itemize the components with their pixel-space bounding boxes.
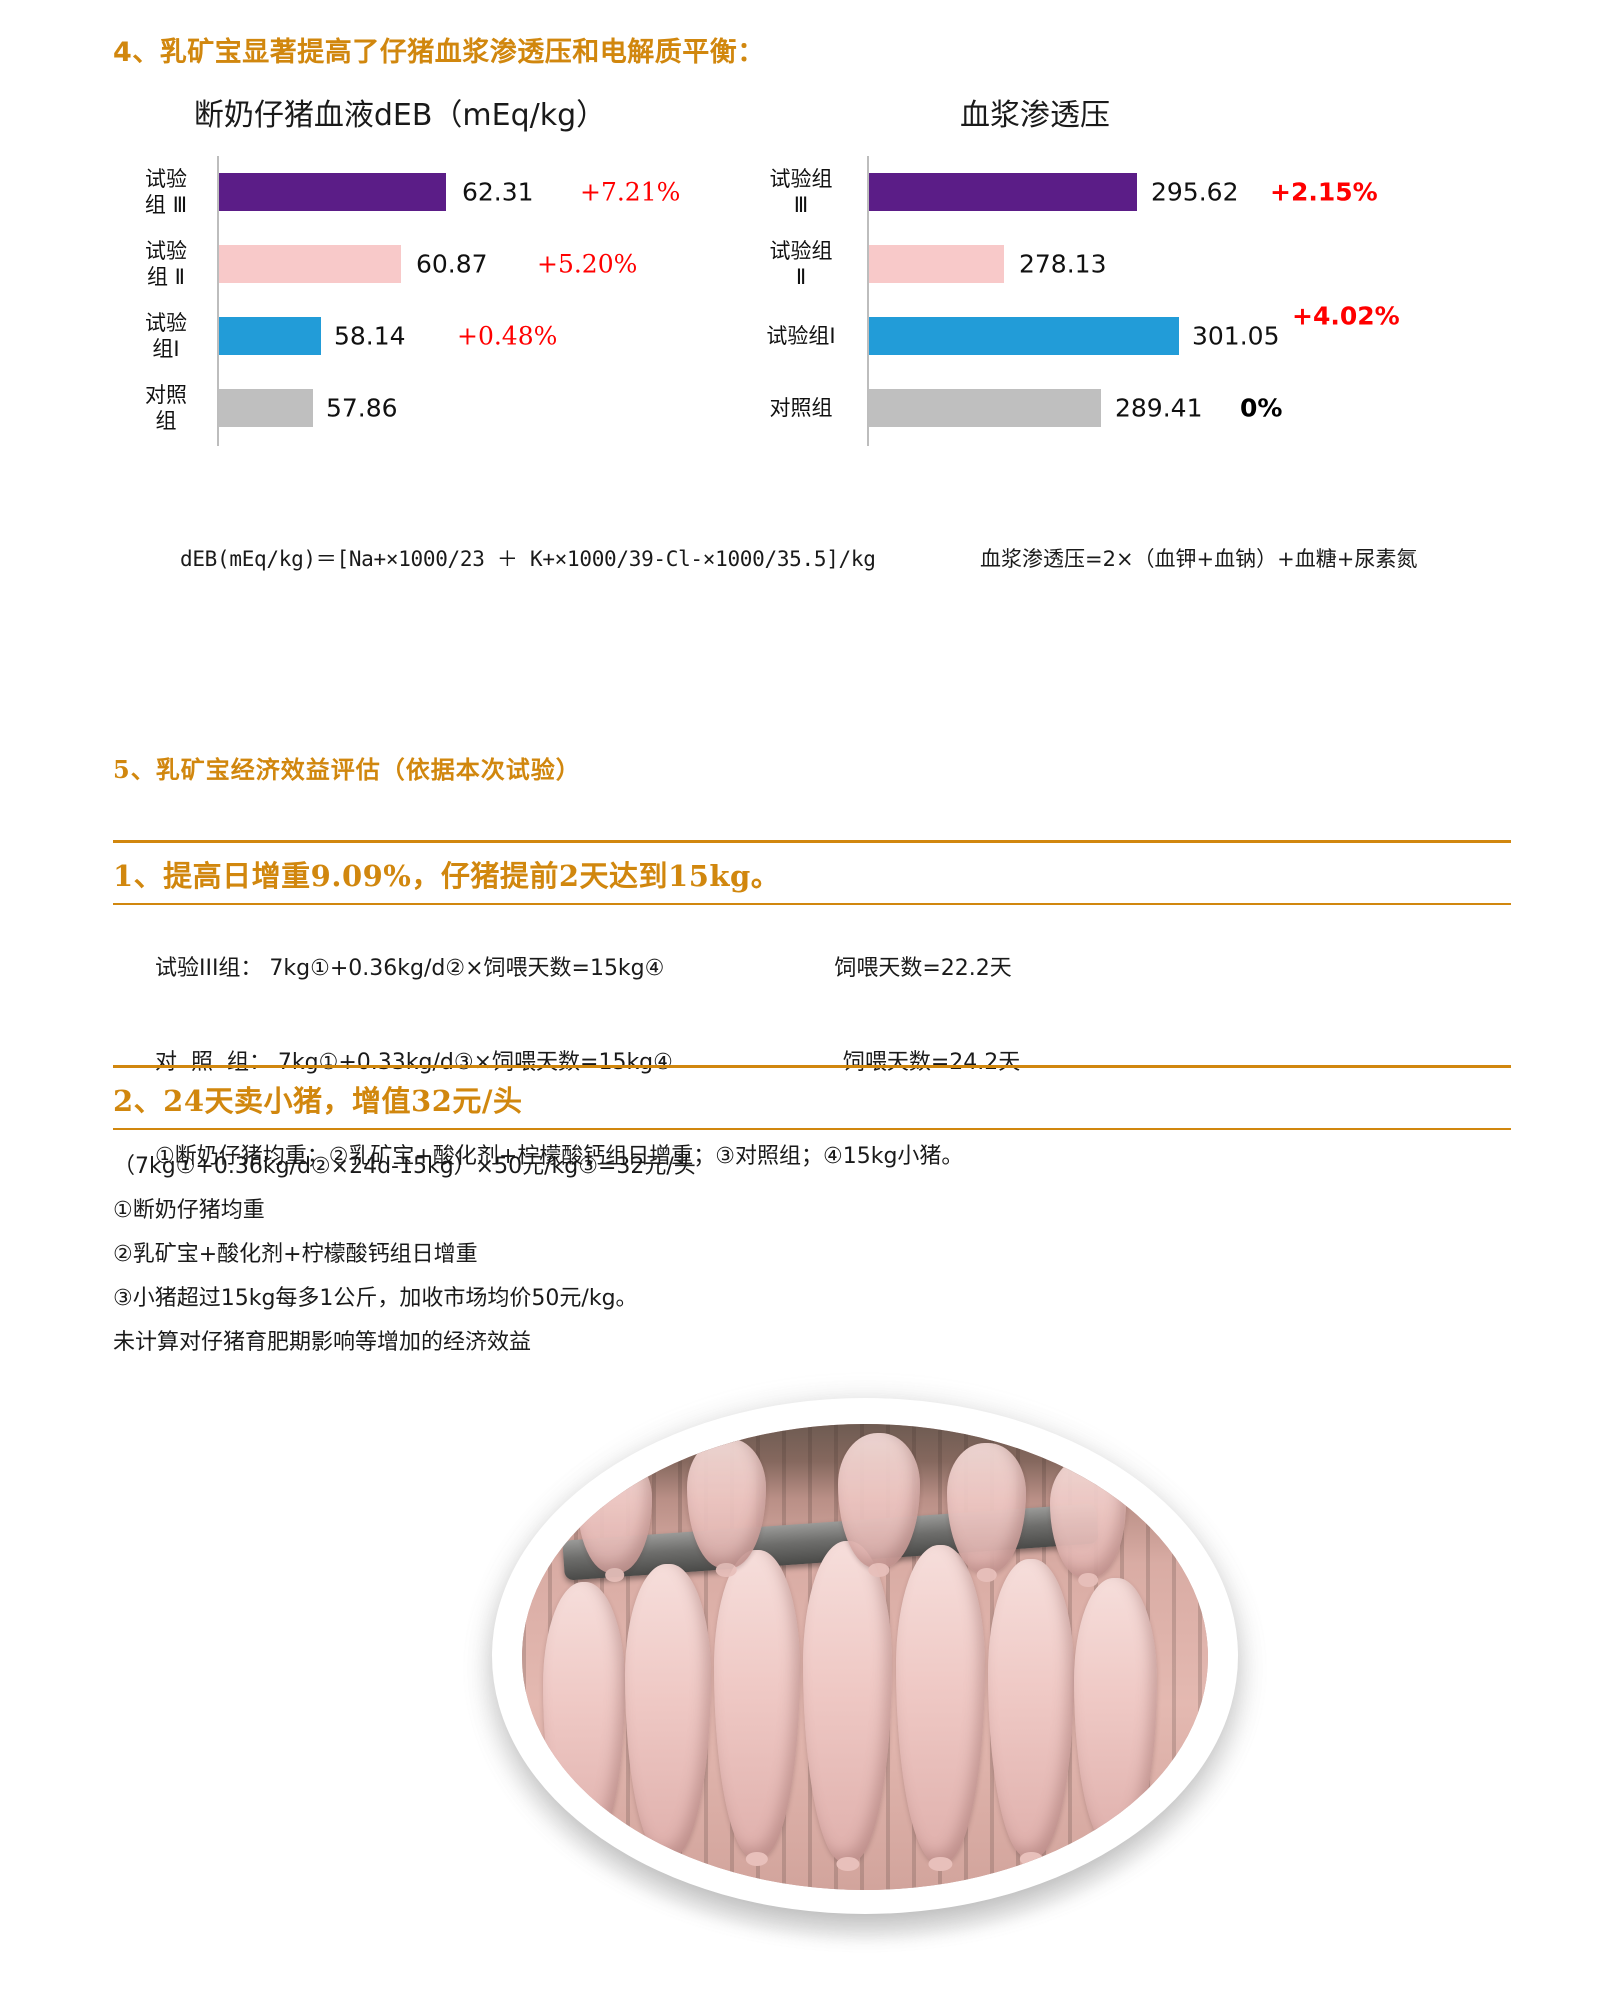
section5-heading: 5、乳矿宝经济效益评估（依据本次试验） xyxy=(113,755,581,784)
piglets-photo-figure xyxy=(470,1380,1260,1940)
chart-deb-annotation-1: +7.21% xyxy=(580,177,681,207)
chart-deb-bar-4 xyxy=(219,389,313,427)
chart-osm-value-1: 295.62 xyxy=(1151,177,1239,207)
chart-osmolality-plot: 试验组 Ⅲ 295.62 +2.15% 试验组 Ⅱ 278.13 xyxy=(740,156,1400,446)
block2-line-5: 未计算对仔猪育肥期影响等增加的经济效益 xyxy=(113,1330,532,1355)
block1-line-3-left: ①断奶仔猪均重；②乳矿宝+酸化剂+柠檬酸钙组日增重；③对照组；④15kg小猪。 xyxy=(154,1144,964,1169)
chart-osm-bar-4 xyxy=(869,389,1101,427)
chart-deb: 断奶仔猪血液dEB（mEq/kg） 试验 组 Ⅲ 62.31 +7.21% 试验… xyxy=(120,90,680,446)
chart-osm-annotation-4: 0% xyxy=(1240,393,1283,423)
block1-line-1-left: 试验ⅠⅠⅠ组： 7kg①+0.36kg/d②×饲喂天数=15kg④ xyxy=(154,956,665,981)
chart-deb-category-2: 试验 组 Ⅱ xyxy=(145,238,187,289)
chart-deb-bar-3 xyxy=(219,317,321,355)
block1-line-2-left: 对 照 组： 7kg①+0.33kg/d③×饲喂天数=15kg④ xyxy=(154,1050,673,1075)
econ-block-2: 2、24天卖小猪，增值32元/头 （7kg①+0.36kg/d②×24d-15k… xyxy=(113,1065,1511,1362)
chart-deb-category-4: 对照 组 xyxy=(145,382,187,433)
chart-deb-value-3: 58.14 xyxy=(334,321,406,351)
block2-rule-bottom xyxy=(113,1128,1511,1130)
chart-deb-row-4: 对照 组 57.86 xyxy=(120,372,680,444)
block2-line-3: ②乳矿宝+酸化剂+柠檬酸钙组日增重 xyxy=(113,1242,478,1267)
chart-osmolality-title: 血浆渗透压 xyxy=(960,98,1110,133)
block1-rule-bottom xyxy=(113,903,1511,905)
block1-line-1-row: 试验ⅠⅠⅠ组： 7kg①+0.36kg/d②×饲喂天数=15kg④ 饲喂天数=22… xyxy=(113,919,1511,1013)
chart-deb-title: 断奶仔猪血液dEB（mEq/kg） xyxy=(193,98,607,133)
chart-osm-category-3: 试验组Ⅰ xyxy=(766,323,836,348)
chart-deb-category-3: 试验 组Ⅰ xyxy=(145,310,187,361)
block1-line-2-row: 对 照 组： 7kg①+0.33kg/d③×饲喂天数=15kg④ 饲喂天数=24.… xyxy=(113,1013,1511,1107)
chart-deb-row-1: 试验 组 Ⅲ 62.31 +7.21% xyxy=(120,156,680,228)
piglets-photo xyxy=(522,1424,1208,1890)
block2-line-4: ③小猪超过15kg每多1公斤，加收市场均价50元/kg。 xyxy=(113,1286,638,1311)
chart-osm-annotation-1: +2.15% xyxy=(1270,177,1378,207)
chart-osm-bar-2 xyxy=(869,245,1004,283)
chart-deb-category-1: 试验 组 Ⅲ xyxy=(144,166,188,217)
block2-title: 2、24天卖小猪，增值32元/头 xyxy=(113,1084,523,1118)
chart-deb-value-1: 62.31 xyxy=(462,177,534,207)
chart-osm-value-2: 278.13 xyxy=(1019,249,1107,279)
chart-deb-row-3: 试验 组Ⅰ 58.14 +0.48% xyxy=(120,300,680,372)
chart-osm-bar-3 xyxy=(869,317,1179,355)
charts-container: 断奶仔猪血液dEB（mEq/kg） 试验 组 Ⅲ 62.31 +7.21% 试验… xyxy=(0,90,1600,510)
section4-heading: 4、乳矿宝显著提高了仔猪血浆渗透压和电解质平衡： xyxy=(113,37,765,68)
chart-osm-category-4: 对照组 xyxy=(769,395,833,420)
chart-deb-bar-1 xyxy=(219,173,446,211)
chart-osm-row-4: 对照组 289.41 0% xyxy=(740,372,1360,444)
chart-osm-annotation-3: +4.02% xyxy=(1292,301,1400,331)
chart-osm-value-4: 289.41 xyxy=(1115,393,1203,423)
chart-osm-bar-1 xyxy=(869,173,1137,211)
chart-osm-row-1: 试验组 Ⅲ 295.62 +2.15% xyxy=(740,156,1378,228)
chart-osmolality: 血浆渗透压 试验组 Ⅲ 295.62 +2.15% 试验组 Ⅱ 278.13 xyxy=(740,90,1400,446)
econ-block-1: 1、提高日增重9.09%，仔猪提前2天达到15kg。 试验ⅠⅠⅠ组： 7kg①+… xyxy=(113,840,1511,1201)
chart-deb-annotation-2: +5.20% xyxy=(537,249,638,279)
formula-osmolality: 血浆渗透压=2×（血钾+血钠）+血糖+尿素氮 xyxy=(980,547,1418,571)
chart-deb-value-2: 60.87 xyxy=(416,249,488,279)
block2-line-1: （7kg①+0.36kg/d②×24d-15kg）×50元/kg③=32元/头 xyxy=(113,1154,696,1179)
chart-osm-row-3: 试验组Ⅰ 301.05 +4.02% xyxy=(740,300,1400,372)
block1-line-1-right: 饲喂天数=22.2天 xyxy=(834,956,1012,981)
chart-deb-axis xyxy=(217,156,219,446)
chart-deb-annotation-3: +0.48% xyxy=(457,321,558,351)
block1-line-2-right: 饲喂天数=24.2天 xyxy=(842,1050,1021,1075)
chart-deb-value-4: 57.86 xyxy=(326,393,398,423)
chart-osmolality-axis xyxy=(867,156,869,446)
chart-osm-category-1: 试验组 Ⅲ xyxy=(769,166,833,217)
block2-line-2: ①断奶仔猪均重 xyxy=(113,1198,265,1223)
block2-rule-top xyxy=(113,1065,1511,1068)
block1-line-3-row: ①断奶仔猪均重；②乳矿宝+酸化剂+柠檬酸钙组日增重；③对照组；④15kg小猪。 xyxy=(113,1107,1511,1201)
formula-deb: dEB(mEq/kg)＝[Na+×1000/23 ＋ K+×1000/39-Cl… xyxy=(180,547,876,571)
block1-rule-top xyxy=(113,840,1511,843)
chart-deb-bar-2 xyxy=(219,245,401,283)
chart-osm-row-2: 试验组 Ⅱ 278.13 xyxy=(740,228,1360,300)
chart-osm-value-3: 301.05 xyxy=(1192,321,1280,351)
chart-deb-row-2: 试验 组 Ⅱ 60.87 +5.20% xyxy=(120,228,680,300)
chart-osm-category-2: 试验组 Ⅱ xyxy=(769,238,833,289)
chart-deb-plot: 试验 组 Ⅲ 62.31 +7.21% 试验 组 Ⅱ 60.87 +5.20% xyxy=(120,156,680,446)
block1-title: 1、提高日增重9.09%，仔猪提前2天达到15kg。 xyxy=(113,859,781,893)
